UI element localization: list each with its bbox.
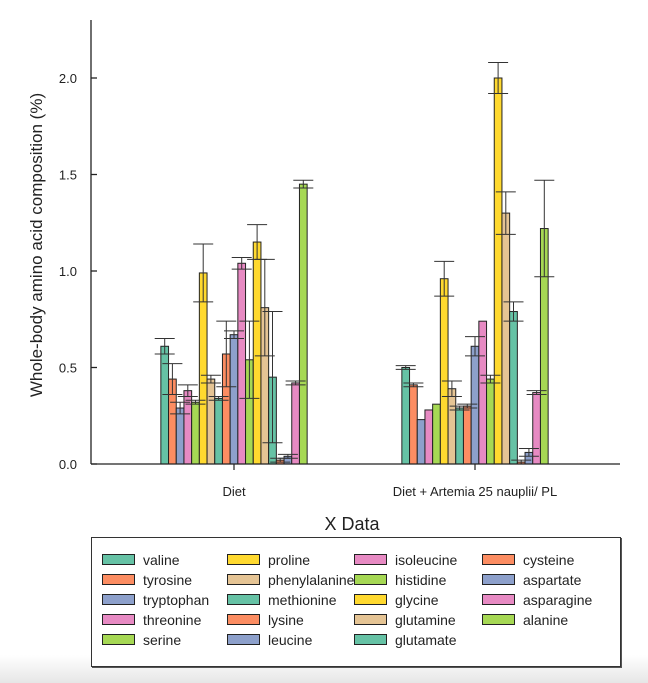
legend-label: glutamate bbox=[395, 631, 457, 648]
legend-swatch bbox=[227, 554, 260, 565]
legend-label: alanine bbox=[523, 611, 569, 628]
legend-swatch bbox=[102, 574, 135, 585]
y-tick-label: 2.0 bbox=[59, 71, 77, 86]
legend-label: serine bbox=[143, 631, 182, 648]
bar-threonine-diet bbox=[183, 390, 193, 465]
bar-tryptophan-diet-artemia bbox=[416, 419, 426, 465]
legend-swatch bbox=[102, 554, 135, 565]
bar-glycine-diet-artemia bbox=[493, 77, 503, 465]
legend-label: isoleucine bbox=[395, 551, 458, 568]
legend-item-valine: valine bbox=[102, 550, 180, 569]
legend-swatch bbox=[227, 634, 260, 645]
legend-item-cysteine: cysteine bbox=[482, 550, 574, 569]
legend-label: tryptophan bbox=[143, 591, 210, 608]
legend-item-glutamine: glutamine bbox=[354, 610, 456, 629]
bar-serine-diet-artemia bbox=[432, 403, 441, 465]
y-axis-label: Whole-body amino acid composition (%) bbox=[27, 93, 46, 397]
bar-glycine-diet bbox=[252, 241, 262, 465]
legend-swatch bbox=[227, 614, 260, 625]
y-tick-label: 0.5 bbox=[59, 361, 77, 376]
legend-label: glycine bbox=[395, 591, 439, 608]
legend: valine tyrosine tryptophan threonine serine p… bbox=[91, 537, 621, 667]
legend-item-histidine: histidine bbox=[354, 570, 446, 589]
legend-swatch bbox=[102, 634, 135, 645]
x-axis-ticks: Diet Diet + Artemia 25 nauplii/ PL bbox=[222, 464, 557, 499]
legend-swatch bbox=[102, 594, 135, 605]
legend-item-leucine: leucine bbox=[227, 630, 312, 649]
bar-methionine-diet-artemia bbox=[455, 407, 464, 465]
legend-label: methionine bbox=[268, 591, 337, 608]
bar-valine-diet-artemia bbox=[401, 367, 411, 465]
legend-item-serine: serine bbox=[102, 630, 181, 649]
legend-item-tyrosine: tyrosine bbox=[102, 570, 192, 589]
legend-item-lysine: lysine bbox=[227, 610, 304, 629]
legend-swatch bbox=[482, 574, 515, 585]
legend-item-isoleucine: isoleucine bbox=[354, 550, 457, 569]
bar-isoleucine-diet bbox=[237, 262, 247, 465]
legend-swatch bbox=[227, 594, 260, 605]
legend-label: asparagine bbox=[523, 591, 593, 608]
bar-asparagine-diet-artemia bbox=[532, 392, 541, 465]
legend-item-glycine: glycine bbox=[354, 590, 439, 609]
bar-leucine-diet bbox=[229, 334, 239, 465]
legend-item-phenylalanine: phenylalanine bbox=[227, 570, 354, 589]
legend-swatch bbox=[482, 614, 515, 625]
legend-swatch bbox=[354, 574, 387, 585]
legend-label: phenylalanine bbox=[268, 571, 355, 588]
legend-item-threonine: threonine bbox=[102, 610, 201, 629]
y-tick-label: 0.0 bbox=[59, 457, 77, 472]
legend-label: threonine bbox=[143, 611, 202, 628]
bar-methionine-diet bbox=[214, 397, 223, 465]
legend-label: glutamine bbox=[395, 611, 456, 628]
bar-tyrosine-diet-artemia bbox=[409, 384, 418, 465]
legend-label: cysteine bbox=[523, 551, 575, 568]
legend-swatch bbox=[102, 614, 135, 625]
legend-item-alanine: alanine bbox=[482, 610, 568, 629]
legend-item-glutamate: glutamate bbox=[354, 630, 456, 649]
bars-layer bbox=[160, 77, 549, 465]
bar-proline-diet-artemia bbox=[439, 278, 449, 465]
legend-label: tyrosine bbox=[143, 571, 193, 588]
legend-label: histidine bbox=[395, 571, 447, 588]
bar-threonine-diet-artemia bbox=[424, 409, 434, 465]
error-bars-layer bbox=[154, 62, 555, 465]
legend-swatch bbox=[354, 594, 387, 605]
bar-asparagine-diet bbox=[291, 382, 300, 465]
x-axis-label: X Data bbox=[324, 514, 380, 534]
legend-label: aspartate bbox=[523, 571, 582, 588]
legend-item-aspartate: aspartate bbox=[482, 570, 581, 589]
bar-chart: 0.0 0.5 1.0 1.5 2.0 Diet Diet + Artemia 25 na… bbox=[27, 20, 620, 534]
bar-histidine-diet-artemia bbox=[486, 378, 495, 465]
legend-swatch bbox=[482, 594, 515, 605]
legend-label: lysine bbox=[268, 611, 304, 628]
y-axis-ticks: 0.0 0.5 1.0 1.5 2.0 bbox=[59, 71, 97, 472]
legend-swatch bbox=[354, 634, 387, 645]
bar-glutamine-diet-artemia bbox=[501, 212, 511, 465]
bar-serine-diet bbox=[191, 401, 200, 465]
bar-isoleucine-diet-artemia bbox=[478, 320, 488, 465]
legend-item-tryptophan: tryptophan bbox=[102, 590, 209, 609]
legend-swatch bbox=[354, 614, 387, 625]
legend-label: proline bbox=[268, 551, 311, 568]
bar-phenylalanine-diet-artemia bbox=[447, 388, 457, 465]
x-tick-label: Diet bbox=[222, 484, 246, 499]
legend-swatch bbox=[227, 574, 260, 585]
legend-item-asparagine: asparagine bbox=[482, 590, 592, 609]
legend-swatch bbox=[482, 554, 515, 565]
legend-label: leucine bbox=[268, 631, 313, 648]
bar-lysine-diet-artemia bbox=[462, 405, 472, 465]
bar-glutamate-diet-artemia bbox=[509, 311, 518, 465]
legend-label: valine bbox=[143, 551, 180, 568]
x-tick-label: Diet + Artemia 25 nauplii/ PL bbox=[393, 484, 557, 499]
y-tick-label: 1.0 bbox=[59, 264, 77, 279]
legend-item-proline: proline bbox=[227, 550, 310, 569]
legend-item-methionine: methionine bbox=[227, 590, 337, 609]
bar-tryptophan-diet bbox=[175, 407, 185, 465]
bar-phenylalanine-diet bbox=[206, 378, 216, 465]
legend-swatch bbox=[354, 554, 387, 565]
bar-alanine-diet bbox=[298, 183, 308, 465]
y-tick-label: 1.5 bbox=[59, 168, 77, 183]
bar-leucine-diet-artemia bbox=[470, 345, 480, 465]
